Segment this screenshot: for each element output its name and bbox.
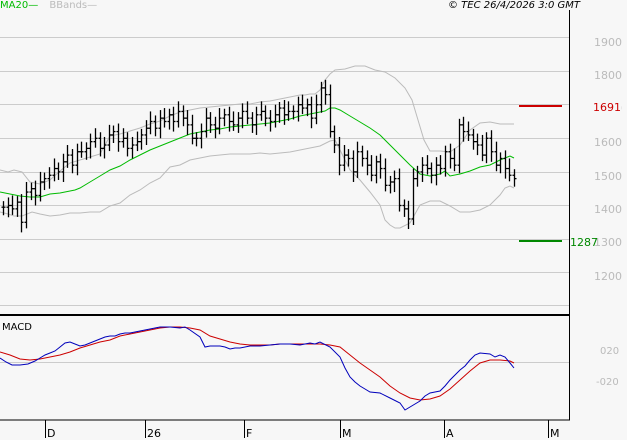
time-label-2026: 26 bbox=[147, 427, 161, 440]
legend-ma20: MA20— bbox=[0, 0, 39, 11]
bbands-upper-line bbox=[0, 65, 514, 185]
time-axis-ticks bbox=[45, 420, 549, 438]
macd-signal-line bbox=[0, 326, 515, 401]
legend-bbands: BBands— bbox=[49, 0, 98, 11]
ohlc-bars bbox=[1, 79, 517, 233]
price-grid bbox=[0, 37, 569, 306]
copyright-timestamp: © TEC 26/4/2026 3:0 GMT bbox=[448, 0, 580, 11]
time-label-feb: F bbox=[246, 427, 253, 440]
chart-legend: MA20— BBands— bbox=[0, 0, 97, 11]
price-tick-1400: 1400 bbox=[594, 203, 622, 216]
time-label-apr: A bbox=[446, 427, 454, 440]
macd-line bbox=[0, 326, 515, 411]
time-label-mar: M bbox=[342, 427, 352, 440]
price-tick-1600: 1600 bbox=[594, 136, 622, 149]
bbands-lower-line bbox=[0, 139, 515, 229]
price-tick-1200: 1200 bbox=[594, 270, 622, 283]
time-label-may: M bbox=[550, 427, 560, 440]
macd-title: MACD bbox=[2, 322, 32, 333]
macd-tick-neg: -020 bbox=[596, 377, 619, 388]
price-tick-1800: 1800 bbox=[594, 69, 622, 82]
macd-tick-pos: 020 bbox=[600, 346, 620, 357]
resistance-level-label: 1691 bbox=[593, 101, 621, 114]
support-level-label: 1287 bbox=[570, 236, 598, 249]
price-tick-1500: 1500 bbox=[594, 170, 622, 183]
price-tick-1900: 1900 bbox=[594, 36, 622, 49]
price-tick-1300: 1300 bbox=[594, 236, 622, 249]
time-label-dec: D bbox=[47, 427, 56, 440]
